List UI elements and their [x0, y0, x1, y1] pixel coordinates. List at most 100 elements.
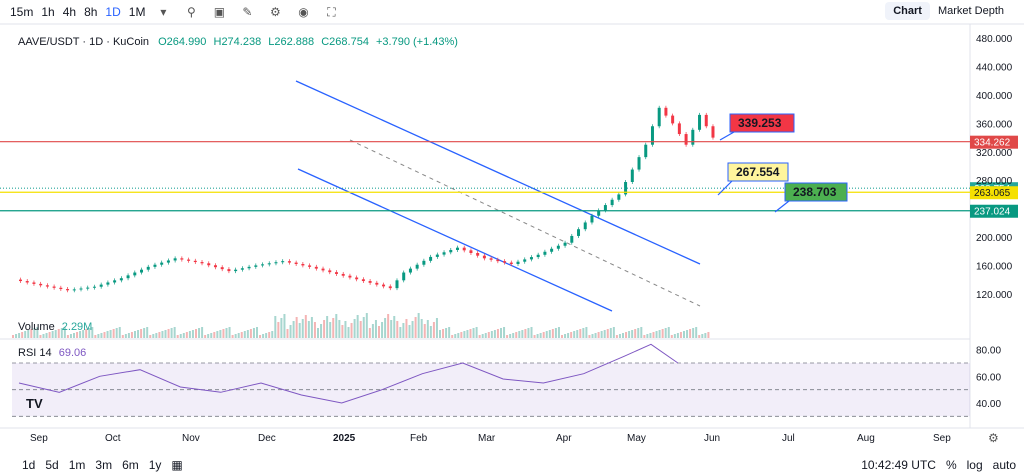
level-axis-tag [970, 186, 1018, 200]
candle-body [119, 278, 123, 281]
volume-bar [490, 331, 493, 338]
timeframe-1h[interactable]: 1h [41, 5, 55, 19]
volume-bar [265, 333, 268, 338]
rsi-tick-label: 40.00 [976, 399, 1001, 410]
volume-bar [466, 330, 469, 338]
range-1d[interactable]: 1d [22, 458, 36, 472]
volume-bar [36, 327, 39, 338]
tab-market-depth[interactable]: Market Depth [937, 5, 1004, 17]
x-tick-label: Apr [556, 433, 572, 444]
range-6m[interactable]: 6m [122, 458, 139, 472]
volume-bar [222, 329, 225, 338]
log-toggle[interactable]: log [966, 458, 983, 472]
candle-body [489, 258, 493, 260]
timeframe-15m[interactable]: 15m [10, 5, 34, 19]
volume-bar [179, 334, 182, 338]
x-tick-label: Jul [782, 433, 795, 444]
y-tick-label: 400.000 [976, 91, 1013, 102]
volume-bar [124, 334, 127, 338]
percent-toggle[interactable]: % [945, 458, 957, 472]
volume-bar [679, 332, 682, 338]
x-tick-label: Sep [933, 433, 951, 444]
range-5d[interactable]: 5d [45, 458, 59, 472]
volume-bar [628, 331, 631, 338]
calendar-icon[interactable]: ▦ [171, 458, 183, 472]
callout-pointer [717, 180, 733, 196]
volume-bar [127, 333, 130, 338]
candle-body [146, 266, 150, 270]
volume-bar [146, 327, 149, 338]
volume-bar [249, 329, 252, 338]
volume-bar [185, 332, 188, 338]
volume-bar [655, 331, 658, 338]
callout-label: 339.253 [738, 116, 782, 130]
rsi-value: 69.06 [58, 347, 87, 359]
volume-bar [698, 335, 701, 338]
volume-bar [411, 321, 414, 338]
volume-bar [121, 335, 124, 338]
timeframe-8h[interactable]: 8h [84, 5, 98, 19]
volume-bar [615, 335, 618, 338]
volume-bar [634, 329, 637, 338]
volume-bar [387, 314, 390, 338]
volume-bar [600, 331, 603, 338]
candle-body [234, 269, 238, 272]
callout-label: 267.554 [736, 165, 780, 179]
volume-bar [207, 334, 210, 338]
volume-bar [164, 330, 167, 338]
candle-body [577, 229, 581, 236]
settings-icon[interactable]: ⚙ [270, 5, 281, 19]
volume-bar [198, 328, 201, 338]
volume-bar [664, 328, 667, 338]
auto-toggle[interactable]: auto [992, 458, 1016, 472]
volume-bar [500, 328, 502, 338]
volume-bar [271, 331, 274, 338]
volume-bar [103, 332, 106, 338]
rsi-tick-label: 80.00 [976, 346, 1001, 357]
indicators-icon[interactable]: ⚲ [187, 5, 196, 19]
timeframe-4h[interactable]: 4h [62, 5, 77, 19]
range-1m[interactable]: 1m [68, 458, 86, 472]
y-tick-label: 200.000 [976, 233, 1013, 244]
volume-bar [240, 332, 243, 338]
volume-bar [112, 329, 115, 338]
candle-body [503, 261, 507, 263]
volume-bar [85, 329, 88, 338]
timeframe-1m[interactable]: 1M [128, 5, 146, 19]
fullscreen-icon[interactable]: ⛶ [327, 5, 336, 19]
range-1y[interactable]: 1y [148, 458, 162, 472]
range-3m[interactable]: 3m [95, 458, 113, 472]
volume-bar [246, 330, 249, 338]
candle-body [482, 255, 486, 259]
candle-body [657, 107, 661, 127]
candle-body [274, 262, 278, 264]
channel-upper-line [295, 80, 701, 265]
volume-bar [484, 333, 487, 338]
volume-bar [606, 329, 609, 338]
volume-bar [307, 321, 310, 338]
candle-body [650, 126, 654, 145]
volume-bar [646, 334, 649, 338]
camera-icon[interactable]: ◉ [298, 5, 309, 19]
chart-type-icon[interactable]: ▣ [213, 5, 226, 19]
drawing-tools-icon[interactable]: ✎ [242, 5, 253, 19]
volume-bar [533, 335, 536, 338]
volume-bar [335, 314, 338, 338]
volume-bar [277, 322, 280, 338]
candle-body [630, 169, 634, 182]
tab-chart[interactable]: Chart [885, 2, 930, 20]
timeframe-1d[interactable]: 1D [105, 5, 121, 19]
candle-body [193, 260, 197, 263]
volume-bar [390, 320, 393, 338]
candle-body [523, 259, 527, 262]
volume-bar [612, 327, 615, 338]
volume-bar [63, 327, 66, 338]
volume-bar [317, 328, 319, 338]
volume-bar [463, 331, 466, 338]
candle-body [59, 287, 63, 290]
chevron-down-icon[interactable]: ▾ [160, 5, 167, 19]
candle-body [267, 263, 271, 265]
volume-bar [88, 328, 91, 338]
bottom-toolbar: 1d 5d 1m 3m 6m 1y ▦ 10:42:49 UTC % log a… [0, 455, 1024, 475]
